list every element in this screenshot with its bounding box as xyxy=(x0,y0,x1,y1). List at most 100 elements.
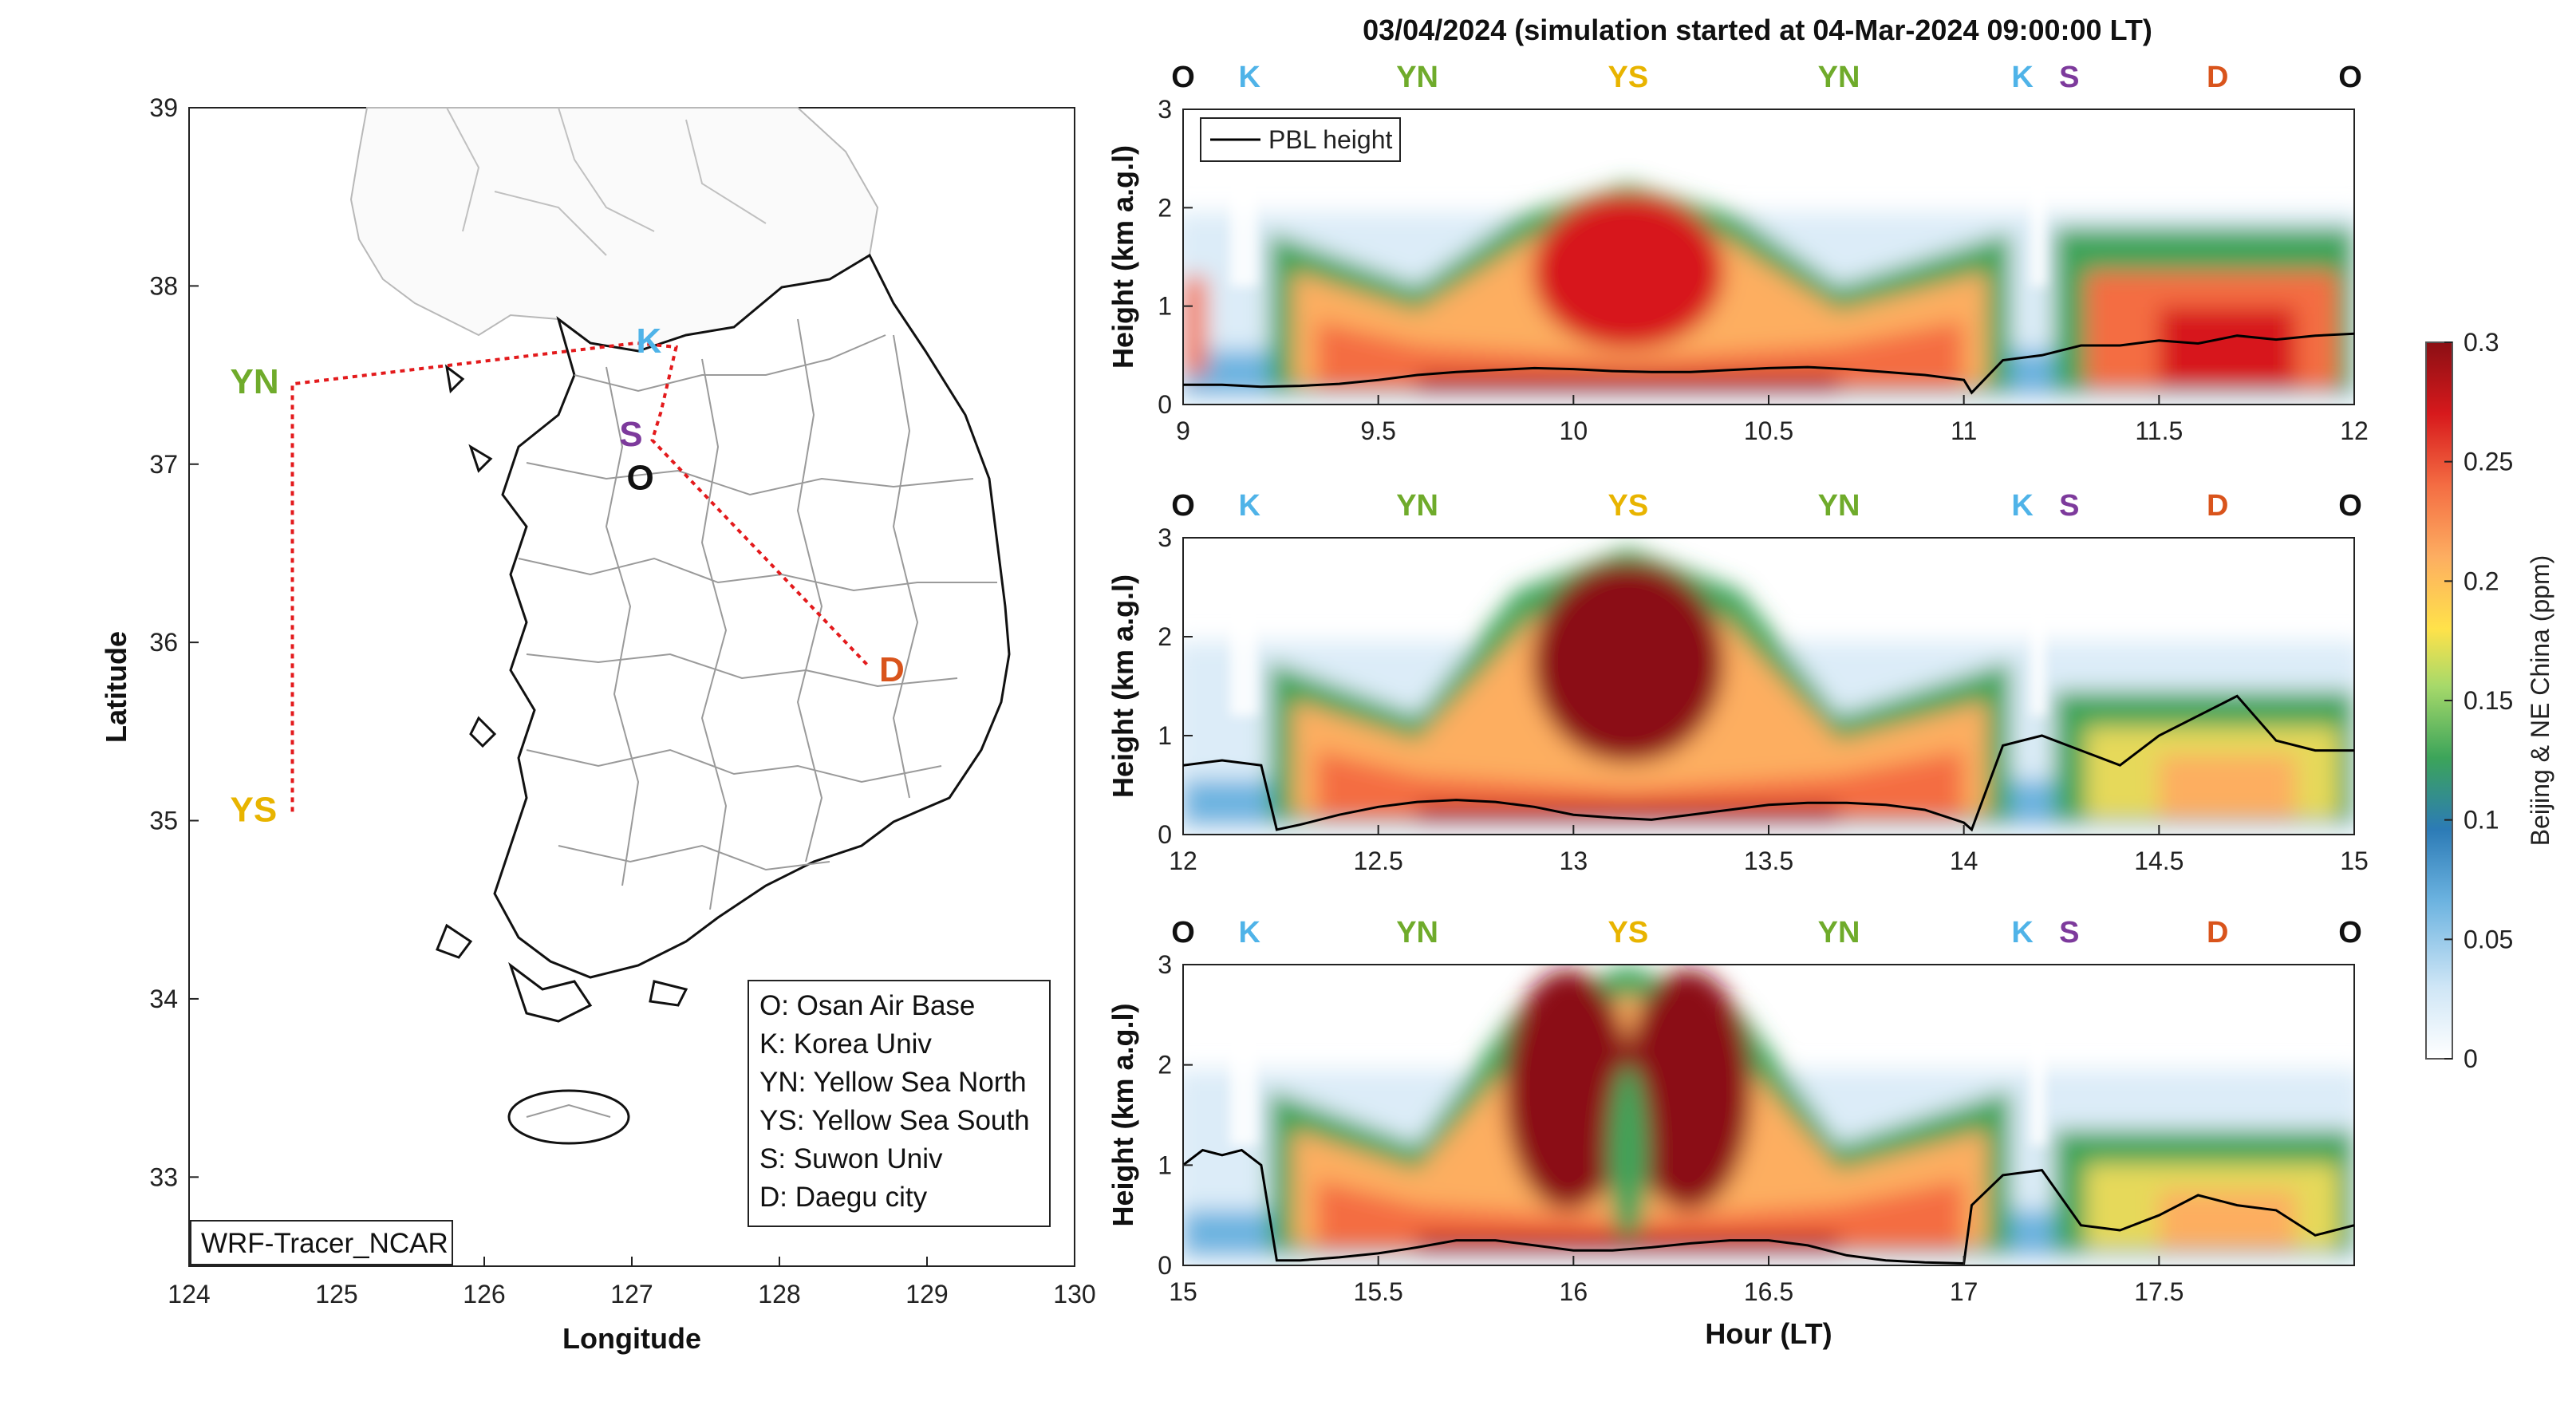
x-tick-label: 11.5 xyxy=(2135,416,2183,445)
route-label-ys: YS xyxy=(1608,916,1648,949)
map-x-axis-label: Longitude xyxy=(562,1322,701,1355)
y-tick-label: 1 xyxy=(1158,1151,1172,1179)
colorbar-tick-label: 0.2 xyxy=(2464,566,2499,595)
route-label-yn: YN xyxy=(1396,916,1438,949)
field-layers xyxy=(1183,183,2354,405)
route-label-ys: YS xyxy=(1608,489,1648,523)
figure-title: 03/04/2024 (simulation started at 04-Mar… xyxy=(1363,14,2152,46)
field-core-left xyxy=(1504,969,1632,1210)
route-label-s: S xyxy=(2059,489,2079,523)
x-tick-label: 12.5 xyxy=(1354,847,1403,875)
x-tick-label: 15.5 xyxy=(1354,1277,1403,1306)
map-x-tick-label: 130 xyxy=(1053,1280,1095,1308)
y-tick-label: 2 xyxy=(1158,622,1172,651)
y-tick-label: 3 xyxy=(1158,95,1172,124)
map-y-tick-label: 38 xyxy=(149,271,178,300)
x-tick-label: 10 xyxy=(1560,416,1588,445)
pbl-legend-label: PBL height xyxy=(1268,125,1392,154)
x-tick-label: 15 xyxy=(2340,847,2369,875)
route-label-d: D xyxy=(2207,916,2228,949)
site-label-yn: YN xyxy=(231,362,279,401)
route-label-k: K xyxy=(1238,61,1260,94)
site-label-s: S xyxy=(619,415,642,454)
field-gaps xyxy=(1229,109,2046,286)
route-label-o: O xyxy=(1171,489,1195,523)
site-legend-entry: YS: Yellow Sea South xyxy=(759,1105,1030,1136)
route-label-yn: YN xyxy=(1396,61,1438,94)
map-x-tick-label: 129 xyxy=(905,1280,948,1308)
field-layers xyxy=(1183,965,2354,1265)
x-tick-label: 16 xyxy=(1560,1277,1588,1306)
field-core xyxy=(1532,194,1724,349)
map-y-tick-label: 33 xyxy=(149,1162,178,1191)
x-tick-label: 9 xyxy=(1176,416,1190,445)
route-label-d: D xyxy=(2207,489,2228,523)
y-tick-label: 1 xyxy=(1158,292,1172,321)
y-tick-label: 3 xyxy=(1158,950,1172,979)
field-gap-k2 xyxy=(2030,109,2046,286)
y-tick-label: 0 xyxy=(1158,1251,1172,1280)
route-label-d: D xyxy=(2207,61,2228,94)
field-gaps xyxy=(1229,965,2046,1146)
field-core-gap xyxy=(1608,1064,1648,1245)
south-korea-coastline xyxy=(493,253,1011,979)
x-tick-label: 16.5 xyxy=(1744,1277,1793,1306)
x-tick-label: 13 xyxy=(1560,847,1588,875)
field-core-right xyxy=(1623,969,1752,1210)
colorbar-tick-label: 0 xyxy=(2464,1044,2478,1073)
map-x-tick-label: 124 xyxy=(168,1280,210,1308)
y-axis-label: Height (km a.g.l) xyxy=(1107,1003,1139,1226)
map-y-tick-label: 35 xyxy=(149,807,178,835)
jeju-boundary xyxy=(526,1103,611,1118)
field-surface-max xyxy=(1417,375,1840,395)
route-label-k: K xyxy=(2011,916,2034,949)
y-tick-label: 0 xyxy=(1158,820,1172,849)
map-x-ticks: 124 125 126 127 128 129 130 xyxy=(168,1257,1096,1308)
x-axis-label: Hour (LT) xyxy=(1705,1317,1832,1350)
concentration-field xyxy=(1183,965,2354,1265)
map-x-tick-label: 128 xyxy=(758,1280,800,1308)
route-label-yn: YN xyxy=(1818,489,1860,523)
field-gap-k2 xyxy=(2030,538,2046,716)
x-tick-label: 9.5 xyxy=(1360,416,1395,445)
site-legend: O: Osan Air Base K: Korea Univ YN: Yellow … xyxy=(759,990,1030,1213)
north-korea-boundaries xyxy=(446,107,767,256)
route-label-yn: YN xyxy=(1818,61,1860,94)
route-label-o: O xyxy=(2338,916,2362,949)
route-label-k: K xyxy=(1238,489,1260,523)
site-legend-entry: D: Daegu city xyxy=(759,1182,928,1213)
x-tick-label: 12 xyxy=(1169,847,1197,875)
route-label-yn: YN xyxy=(1818,916,1860,949)
site-legend-entry: K: Korea Univ xyxy=(759,1028,932,1060)
model-label-box xyxy=(190,1220,453,1265)
map-y-tick-label: 37 xyxy=(149,450,178,479)
site-label-ys: YS xyxy=(231,790,278,829)
route-line xyxy=(290,341,870,812)
y-axis-label: Height (km a.g.l) xyxy=(1107,145,1139,369)
field-rhs-daegu xyxy=(2159,1190,2296,1251)
map-y-tick-label: 34 xyxy=(149,985,178,1013)
route-label-o: O xyxy=(2338,489,2362,523)
pbl-height-line xyxy=(1183,332,2354,395)
field-layers xyxy=(1183,547,2354,835)
y-tick-label: 2 xyxy=(1158,1051,1172,1079)
map-y-tick-label: 36 xyxy=(149,628,178,657)
colorbar-tick-label: 0.15 xyxy=(2464,686,2513,715)
pbl-height-line xyxy=(1183,694,2354,832)
colorbar-tick-label: 0.25 xyxy=(2464,448,2513,476)
colorbar-ticks: 0 0.05 0.1 0.15 0.2 0.25 0.3 xyxy=(2444,328,2513,1073)
field-core xyxy=(1532,562,1724,764)
colorbar-tick-label: 0.1 xyxy=(2464,806,2499,835)
x-tick-label: 11 xyxy=(1951,416,1977,445)
y-axis-label: Height (km a.g.l) xyxy=(1107,574,1139,798)
field-rhs-daegu xyxy=(2159,756,2296,820)
route-label-k: K xyxy=(1238,916,1260,949)
x-tick-label: 15 xyxy=(1169,1277,1197,1306)
site-label-d: D xyxy=(879,650,905,689)
x-tick-label: 10.5 xyxy=(1744,416,1793,445)
field-red-wings xyxy=(1316,1180,1963,1251)
route-label-s: S xyxy=(2059,916,2079,949)
korea-landmass xyxy=(349,107,1011,1145)
